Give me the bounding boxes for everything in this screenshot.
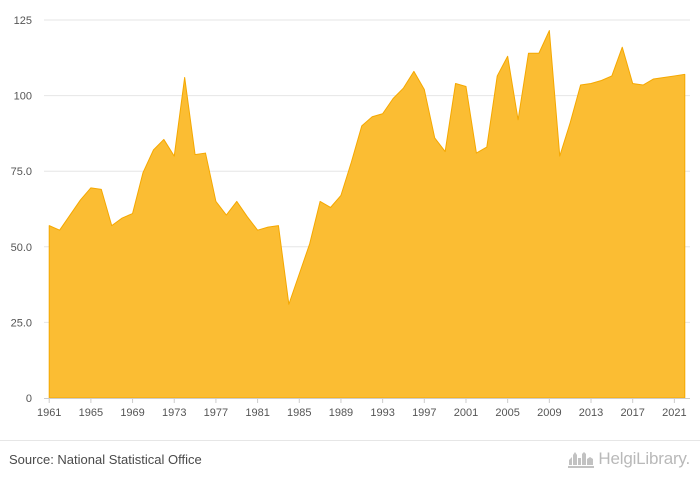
x-tick-label: 1993 xyxy=(370,407,394,419)
axes: 0 25.0 50.0 75.0 100 125 1961 1965 1969 1973 1977 1… xyxy=(11,15,690,419)
x-tick-label: 1985 xyxy=(287,407,311,419)
source-note: Source: National Statistical Office xyxy=(9,452,202,467)
y-tick-label: 0 xyxy=(26,393,32,405)
x-tick-label: 2017 xyxy=(620,407,644,419)
x-tick-label: 1969 xyxy=(120,407,144,419)
series-area-layer xyxy=(48,30,686,399)
x-tick-label: 1965 xyxy=(79,407,103,419)
x-tick-label: 1997 xyxy=(412,407,436,419)
x-tick-label: 1973 xyxy=(162,407,186,419)
x-tick-label: 2021 xyxy=(662,407,686,419)
x-tick-label: 1961 xyxy=(37,407,61,419)
x-tick-label: 2013 xyxy=(579,407,603,419)
brand-logo[interactable]: HelgiLibrary. xyxy=(568,449,690,469)
x-tick-label: 1989 xyxy=(329,407,353,419)
y-tick-label: 50.0 xyxy=(11,242,32,254)
x-tick-label: 2001 xyxy=(454,407,478,419)
brand-name: HelgiLibrary. xyxy=(598,449,690,468)
x-tick-label: 2009 xyxy=(537,407,561,419)
footer: Source: National Statistical Office Helg… xyxy=(0,440,700,483)
y-tick-label: 25.0 xyxy=(11,317,32,329)
y-tick-label: 125 xyxy=(14,15,32,27)
y-tick-label: 75.0 xyxy=(11,166,32,178)
x-tick-label: 1981 xyxy=(245,407,269,419)
x-tick-label: 1977 xyxy=(204,407,228,419)
x-tick-label: 2005 xyxy=(495,407,519,419)
series-area xyxy=(48,30,686,399)
chart-area: 0 25.0 50.0 75.0 100 125 1961 1965 1969 1973 1977 1… xyxy=(11,15,690,419)
area-chart: 0 25.0 50.0 75.0 100 125 1961 1965 1969 1973 1977 1… xyxy=(11,15,690,419)
y-tick-label: 100 xyxy=(14,91,32,103)
library-icon xyxy=(568,452,595,468)
